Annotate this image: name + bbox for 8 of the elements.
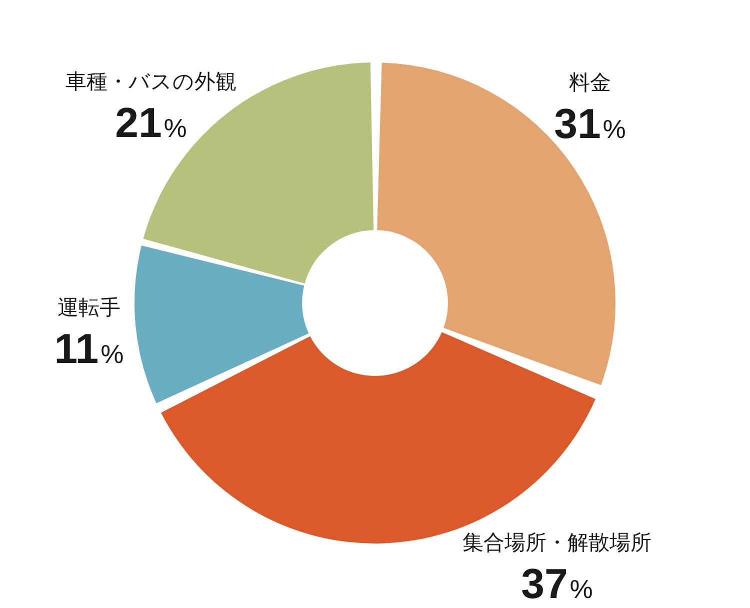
- data-label: 11%: [54, 325, 124, 372]
- data-label: 31%: [554, 100, 626, 147]
- data-label: 37%: [521, 560, 593, 607]
- slice-label: 運転手: [58, 295, 120, 320]
- slice-label: 車種・バスの外観: [66, 69, 236, 94]
- data-label: 21%: [115, 99, 187, 146]
- slice-label: 料金: [569, 70, 611, 94]
- slice-label: 集合場所・解散場所: [462, 530, 652, 554]
